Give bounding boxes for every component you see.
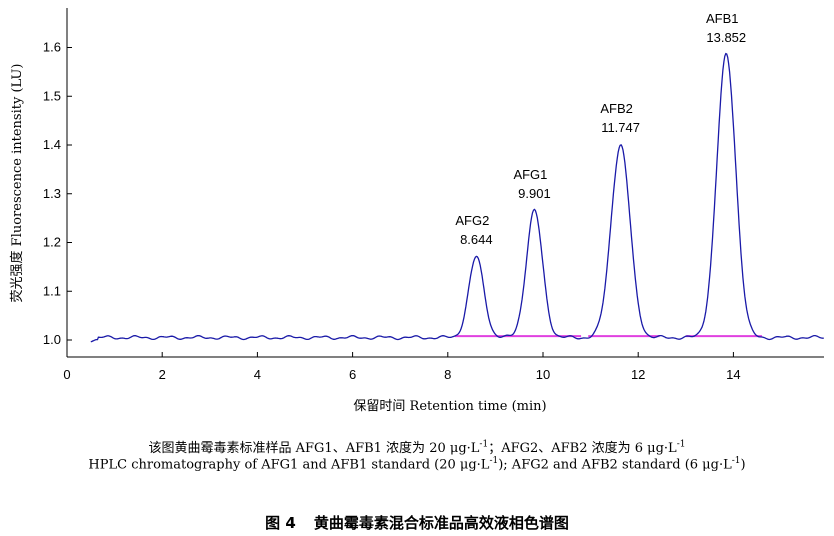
peak-retention-label: 13.852: [706, 30, 746, 45]
x-tick-label: 10: [536, 367, 550, 382]
x-tick-label: 12: [631, 367, 645, 382]
peak-retention-label: 8.644: [460, 232, 493, 247]
chromatogram-chart: 1.0 1.1 1.2 1.3 1.4 1.5 1.6 0 2 4 6 8 10 12 14 AFG2 8.…: [9, 8, 824, 414]
y-ticks: 1.0 1.1 1.2 1.3 1.4 1.5 1.6: [43, 40, 72, 347]
peak-name-label: AFG1: [513, 167, 547, 182]
y-tick-label: 1.3: [43, 186, 61, 201]
caption-chinese: 该图黄曲霉毒素标准样品 AFG1、AFB1 浓度为 20 μg·L-1；AFG2…: [148, 439, 686, 456]
y-tick-label: 1.2: [43, 235, 61, 250]
x-tick-label: 14: [726, 367, 740, 382]
x-tick-label: 4: [254, 367, 261, 382]
figure-title: 图 4 黄曲霉毒素混合标准品高效液相色谱图: [0, 512, 834, 533]
peak-retention-label: 9.901: [518, 186, 551, 201]
x-axis-title: 保留时间 Retention time (min): [353, 399, 546, 414]
axes: [66, 8, 824, 358]
y-tick-label: 1.5: [43, 88, 61, 103]
figure-title-text: 黄曲霉毒素混合标准品高效液相色谱图: [313, 514, 569, 532]
x-tick-label: 2: [159, 367, 166, 382]
y-tick-label: 1.0: [43, 332, 61, 347]
y-tick-label: 1.6: [43, 40, 61, 55]
caption-english: HPLC chromatography of AFG1 and AFB1 sta…: [88, 456, 746, 473]
figure-number: 图 4: [265, 514, 296, 532]
y-tick-label: 1.4: [43, 137, 61, 152]
x-tick-label: 0: [63, 367, 70, 382]
peak-name-label: AFB1: [706, 11, 739, 26]
peak-name-label: AFG2: [455, 213, 489, 228]
peak-retention-label: 11.747: [601, 120, 640, 135]
peak-name-label: AFB2: [600, 101, 633, 116]
y-axis-title: 荧光强度 Fluorescence intensity (LU): [9, 64, 25, 303]
x-tick-label: 8: [444, 367, 451, 382]
x-tick-label: 6: [349, 367, 356, 382]
x-ticks: 0 2 4 6 8 10 12 14: [63, 352, 741, 382]
peak-labels: AFG2 8.644 AFG1 9.901 AFB2 11.747 AFB1 13.852: [455, 11, 746, 247]
chromatogram-trace: [90, 52, 824, 343]
y-tick-label: 1.1: [43, 283, 61, 298]
